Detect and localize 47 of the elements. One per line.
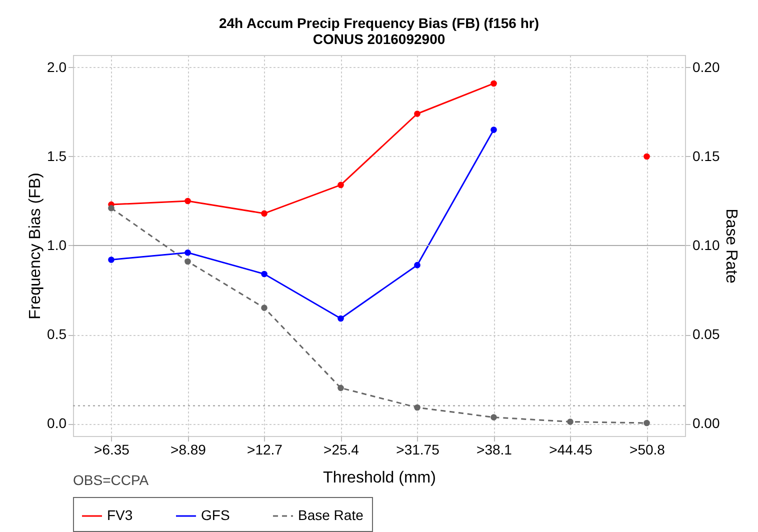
- point: [414, 110, 420, 117]
- y-axis-title: Frequency Bias (FB): [27, 172, 44, 320]
- x-tick-label: >25.4: [324, 442, 360, 458]
- x-tick-label: >44.45: [549, 442, 593, 458]
- point: [490, 414, 497, 420]
- point: [644, 420, 650, 426]
- point: [184, 249, 191, 256]
- x-axis-title: Threshold (mm): [323, 470, 436, 486]
- x-tick-label: >50.8: [630, 442, 666, 458]
- point: [108, 256, 114, 263]
- point: [338, 384, 344, 392]
- y-tick-label: 2.0: [47, 58, 67, 75]
- legend-label: Base Rate: [298, 507, 364, 523]
- x-tick-label: >12.7: [247, 442, 283, 458]
- y2-tick-label: 0.20: [692, 58, 720, 75]
- y-tick-label: 1.5: [47, 148, 67, 164]
- chart-title: 24h Accum Precip Frequency Bias (FB) (f156 hr): [218, 15, 540, 31]
- point: [261, 270, 268, 278]
- y2-tick-label: 0.05: [692, 326, 720, 342]
- point: [567, 418, 574, 425]
- y2-axis-title: Base Rate: [722, 208, 740, 284]
- point: [490, 80, 497, 87]
- legend-label: GFS: [201, 507, 230, 523]
- point: [108, 204, 114, 212]
- x-tick-label: >6.35: [94, 442, 130, 458]
- point: [414, 404, 420, 411]
- y-tick-label: 1.0: [47, 237, 67, 253]
- y2-tick-label: 0.10: [692, 237, 720, 253]
- y-tick-label: 0.0: [47, 415, 67, 432]
- legend-label: FV3: [107, 507, 133, 523]
- x-tick-label: >8.89: [170, 442, 206, 458]
- point: [184, 258, 191, 265]
- x-tick-label: >31.75: [396, 442, 440, 458]
- point: [338, 315, 344, 322]
- text: OBS=CCPA: [73, 472, 150, 488]
- point: [490, 126, 497, 133]
- x-tick-label: >38.1: [476, 442, 512, 458]
- point: [414, 262, 420, 268]
- point: [184, 198, 191, 204]
- point: [261, 210, 268, 217]
- point: [644, 153, 650, 160]
- y2-tick-label: 0.00: [692, 415, 720, 432]
- point: [338, 182, 344, 188]
- chart-subtitle: CONUS 2016092900: [312, 31, 446, 47]
- y2-tick-label: 0.15: [692, 148, 720, 164]
- point: [261, 304, 268, 311]
- y-tick-label: 0.5: [47, 326, 67, 342]
